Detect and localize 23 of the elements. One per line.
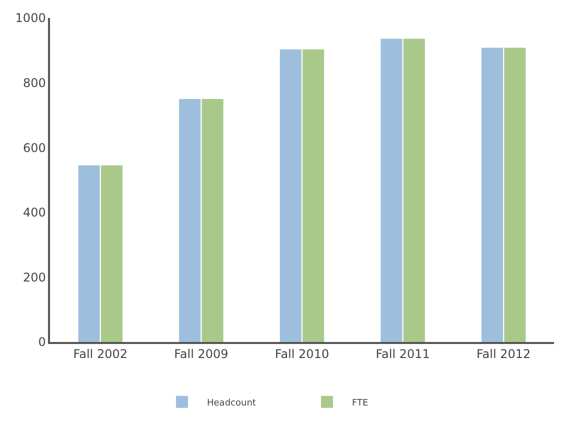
bar <box>302 49 324 342</box>
y-tick-label: 800 <box>22 76 46 90</box>
x-tick-label: Fall 2012 <box>476 347 531 362</box>
bar <box>202 99 224 342</box>
bar <box>78 165 100 342</box>
y-tick-label: 200 <box>22 270 46 284</box>
bar <box>481 48 504 342</box>
bar <box>100 165 123 342</box>
bar <box>280 49 302 342</box>
y-tick-label: 0 <box>38 335 46 350</box>
x-tick-label: Fall 2011 <box>376 347 430 362</box>
bar <box>504 48 526 342</box>
y-tick-label: 1000 <box>15 11 46 26</box>
legend-label: FTE <box>352 398 369 408</box>
legend-label: Headcount <box>207 398 256 408</box>
y-tick-label: 400 <box>22 206 46 220</box>
y-tick-label: 600 <box>22 140 46 155</box>
x-tick-label: Fall 2010 <box>274 347 330 362</box>
bar <box>403 38 425 342</box>
x-tick-label: Fall 2009 <box>174 347 228 362</box>
bar <box>179 99 201 342</box>
bar <box>380 38 402 342</box>
x-tick-label: Fall 2002 <box>73 347 128 362</box>
